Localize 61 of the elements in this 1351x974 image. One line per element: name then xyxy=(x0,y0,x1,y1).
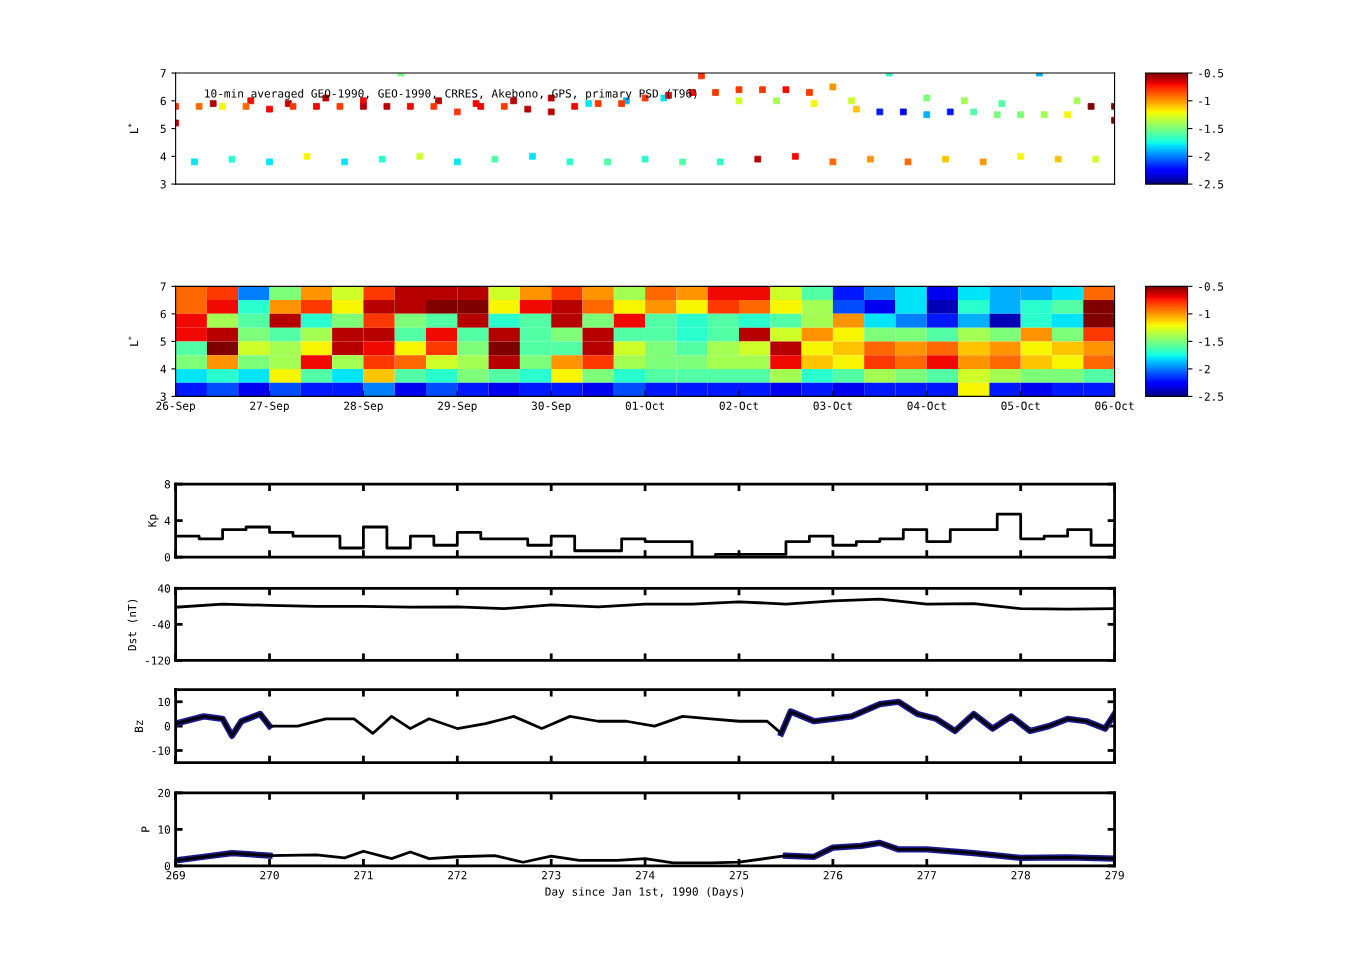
color-bar-label: -2 xyxy=(1199,152,1210,161)
x-tick-label: 279 xyxy=(1105,871,1124,880)
color-bar-label: -2.5 xyxy=(1199,392,1224,401)
x-tick-label: 276 xyxy=(823,871,843,880)
y-tick-label: 4 xyxy=(164,516,171,525)
x-tick-label: 278 xyxy=(1011,871,1030,880)
x-tick-label: 01-Oct xyxy=(625,401,665,410)
y-tick-label: 10 xyxy=(158,697,171,707)
y-tick-label: -10 xyxy=(152,746,171,755)
x-axis-title: Day since Jan 1st, 1990 (Days) xyxy=(545,887,744,898)
y-axis-title: Dst (nT) xyxy=(127,599,138,651)
y-tick-label: 4 xyxy=(160,152,167,161)
y-tick-label: 0 xyxy=(164,861,171,871)
color-bar-label: -1 xyxy=(1199,310,1210,319)
x-tick-label: 02-Oct xyxy=(719,401,758,410)
color-bar-label: -1.5 xyxy=(1199,124,1224,133)
x-tick-label: 273 xyxy=(542,871,561,880)
color-bar-label: -0.5 xyxy=(1199,282,1224,291)
y-tick-label: 3 xyxy=(160,392,166,401)
y-axis-title: Kp xyxy=(148,514,159,527)
y-tick-label: 20 xyxy=(158,788,171,798)
y-axis-title: L$^{*}$ xyxy=(128,123,139,133)
y-tick-label: 0 xyxy=(164,722,171,731)
y-tick-label: 4 xyxy=(160,365,167,374)
y-tick-label: 5 xyxy=(160,124,166,133)
x-tick-label: 05-Oct xyxy=(1001,401,1040,410)
x-tick-label: 277 xyxy=(917,871,936,880)
x-tick-label: 29-Sep xyxy=(438,401,477,413)
x-tick-label: 274 xyxy=(635,871,655,880)
y-tick-label: 8 xyxy=(164,480,171,489)
y-tick-label: 3 xyxy=(160,180,166,189)
y-tick-label: -120 xyxy=(145,656,171,665)
x-tick-label: 30-Sep xyxy=(531,401,571,413)
y-tick-label: 40 xyxy=(157,584,171,593)
color-bar-label: -0.5 xyxy=(1199,69,1224,78)
x-tick-label: 270 xyxy=(260,871,279,880)
y-axis-title: P xyxy=(141,826,150,832)
x-tick-label: 269 xyxy=(166,871,185,880)
y-tick-label: 0 xyxy=(164,553,171,562)
y-tick-label: 5 xyxy=(160,337,166,346)
y-axis-title: L$^{*}$ xyxy=(128,336,139,346)
x-tick-label: 26-Sep xyxy=(156,401,196,413)
x-tick-label: 04-Oct xyxy=(907,401,946,410)
color-bar-label: -1 xyxy=(1199,96,1210,106)
y-axis-title: Bz xyxy=(134,720,143,732)
color-bar-label: -1.5 xyxy=(1199,337,1224,346)
x-tick-label: 03-Oct xyxy=(813,401,852,410)
color-bar-label: -2 xyxy=(1199,364,1210,374)
y-tick-label: 6 xyxy=(160,309,166,319)
x-tick-label: 27-Sep xyxy=(250,401,289,413)
x-tick-label: 28-Sep xyxy=(344,401,383,413)
y-tick-label: 6 xyxy=(160,96,166,106)
y-tick-label: 7 xyxy=(160,69,166,78)
x-tick-label: 275 xyxy=(729,871,749,880)
x-tick-label: 272 xyxy=(448,871,467,880)
x-tick-label: 06-Oct xyxy=(1095,401,1134,410)
y-tick-label: 7 xyxy=(160,282,166,291)
color-bar-label: -2.5 xyxy=(1199,180,1224,189)
y-tick-label: 10 xyxy=(158,825,171,834)
y-tick-label: -40 xyxy=(152,620,171,629)
x-tick-label: 271 xyxy=(354,871,373,880)
